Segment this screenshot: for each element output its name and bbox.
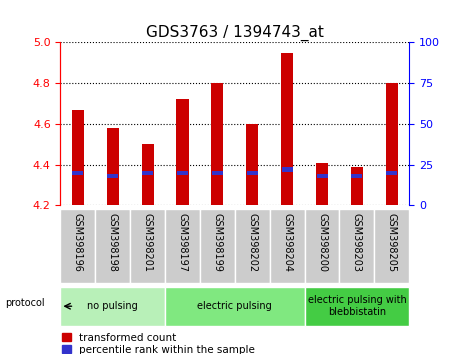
Bar	[339, 209, 374, 283]
Bar	[165, 209, 200, 283]
Bar	[130, 209, 165, 283]
Bar	[374, 209, 409, 283]
Bar	[106, 128, 119, 205]
Bar	[142, 171, 153, 175]
Bar	[212, 171, 223, 175]
Bar	[141, 144, 154, 205]
Text: GSM398204: GSM398204	[282, 212, 292, 272]
Bar	[107, 174, 118, 178]
Text: GSM398196: GSM398196	[73, 212, 83, 272]
Text: GSM398200: GSM398200	[317, 212, 327, 272]
Bar	[352, 174, 362, 178]
Text: protocol: protocol	[5, 298, 44, 308]
Bar	[305, 209, 339, 283]
Text: no pulsing: no pulsing	[87, 301, 138, 311]
Bar	[316, 162, 328, 205]
Text: GSM398203: GSM398203	[352, 212, 362, 272]
Bar	[73, 171, 83, 175]
Bar	[281, 53, 293, 205]
Text: GSM398197: GSM398197	[178, 212, 187, 272]
Title: GDS3763 / 1394743_at: GDS3763 / 1394743_at	[146, 25, 324, 41]
Bar	[176, 99, 189, 205]
Bar	[247, 171, 258, 175]
Bar	[72, 110, 84, 205]
Bar	[235, 209, 270, 283]
Bar	[211, 83, 224, 205]
Text: electric pulsing: electric pulsing	[198, 301, 272, 311]
Bar	[386, 171, 397, 175]
Bar	[60, 209, 95, 283]
Text: GSM398198: GSM398198	[108, 212, 118, 272]
Bar	[317, 174, 327, 178]
Text: GSM398202: GSM398202	[247, 212, 257, 272]
Text: GSM398199: GSM398199	[213, 212, 222, 272]
Bar	[351, 167, 363, 205]
Bar	[165, 287, 305, 326]
Text: GSM398205: GSM398205	[387, 212, 397, 272]
Legend: transformed count, percentile rank within the sample: transformed count, percentile rank withi…	[62, 333, 255, 354]
Bar	[95, 209, 130, 283]
Bar	[385, 83, 398, 205]
Text: electric pulsing with
blebbistatin: electric pulsing with blebbistatin	[307, 295, 406, 317]
Bar	[60, 287, 165, 326]
Bar	[246, 124, 259, 205]
Bar	[270, 209, 305, 283]
Bar	[200, 209, 235, 283]
Bar	[177, 171, 188, 175]
Bar	[305, 287, 409, 326]
Text: GSM398201: GSM398201	[143, 212, 153, 272]
Bar	[282, 167, 292, 172]
